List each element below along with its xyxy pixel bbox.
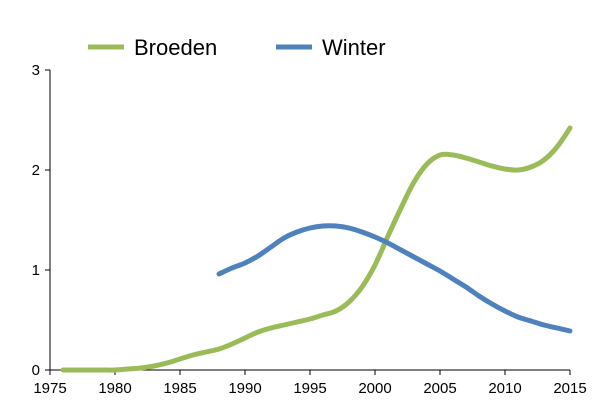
series-lines xyxy=(60,125,573,373)
x-tick-label: 2010 xyxy=(488,380,521,397)
x-tick-label: 1975 xyxy=(33,380,66,397)
x-tick-label: 1990 xyxy=(228,380,261,397)
series-line-winter xyxy=(216,223,573,334)
x-axis-ticks: 1975 1980 1985 1990 1995 2000 2005 2010 2015 xyxy=(33,370,587,397)
x-tick-label: 1980 xyxy=(98,380,131,397)
y-tick-label: 3 xyxy=(32,62,40,79)
axes xyxy=(49,70,570,371)
legend: Broeden Winter xyxy=(88,35,386,60)
legend-label-winter: Winter xyxy=(322,35,386,60)
y-axis-ticks: 0 1 2 3 xyxy=(32,62,50,379)
x-tick-label: 1985 xyxy=(163,380,196,397)
y-tick-label: 2 xyxy=(32,162,40,179)
legend-label-broeden: Broeden xyxy=(134,35,217,60)
x-tick-label: 2005 xyxy=(423,380,456,397)
y-tick-label: 0 xyxy=(32,362,40,379)
x-tick-label: 2015 xyxy=(553,380,586,397)
x-tick-label: 1995 xyxy=(293,380,326,397)
x-tick-label: 2000 xyxy=(358,380,391,397)
y-tick-label: 1 xyxy=(32,262,40,279)
series-line-broeden xyxy=(60,125,573,373)
